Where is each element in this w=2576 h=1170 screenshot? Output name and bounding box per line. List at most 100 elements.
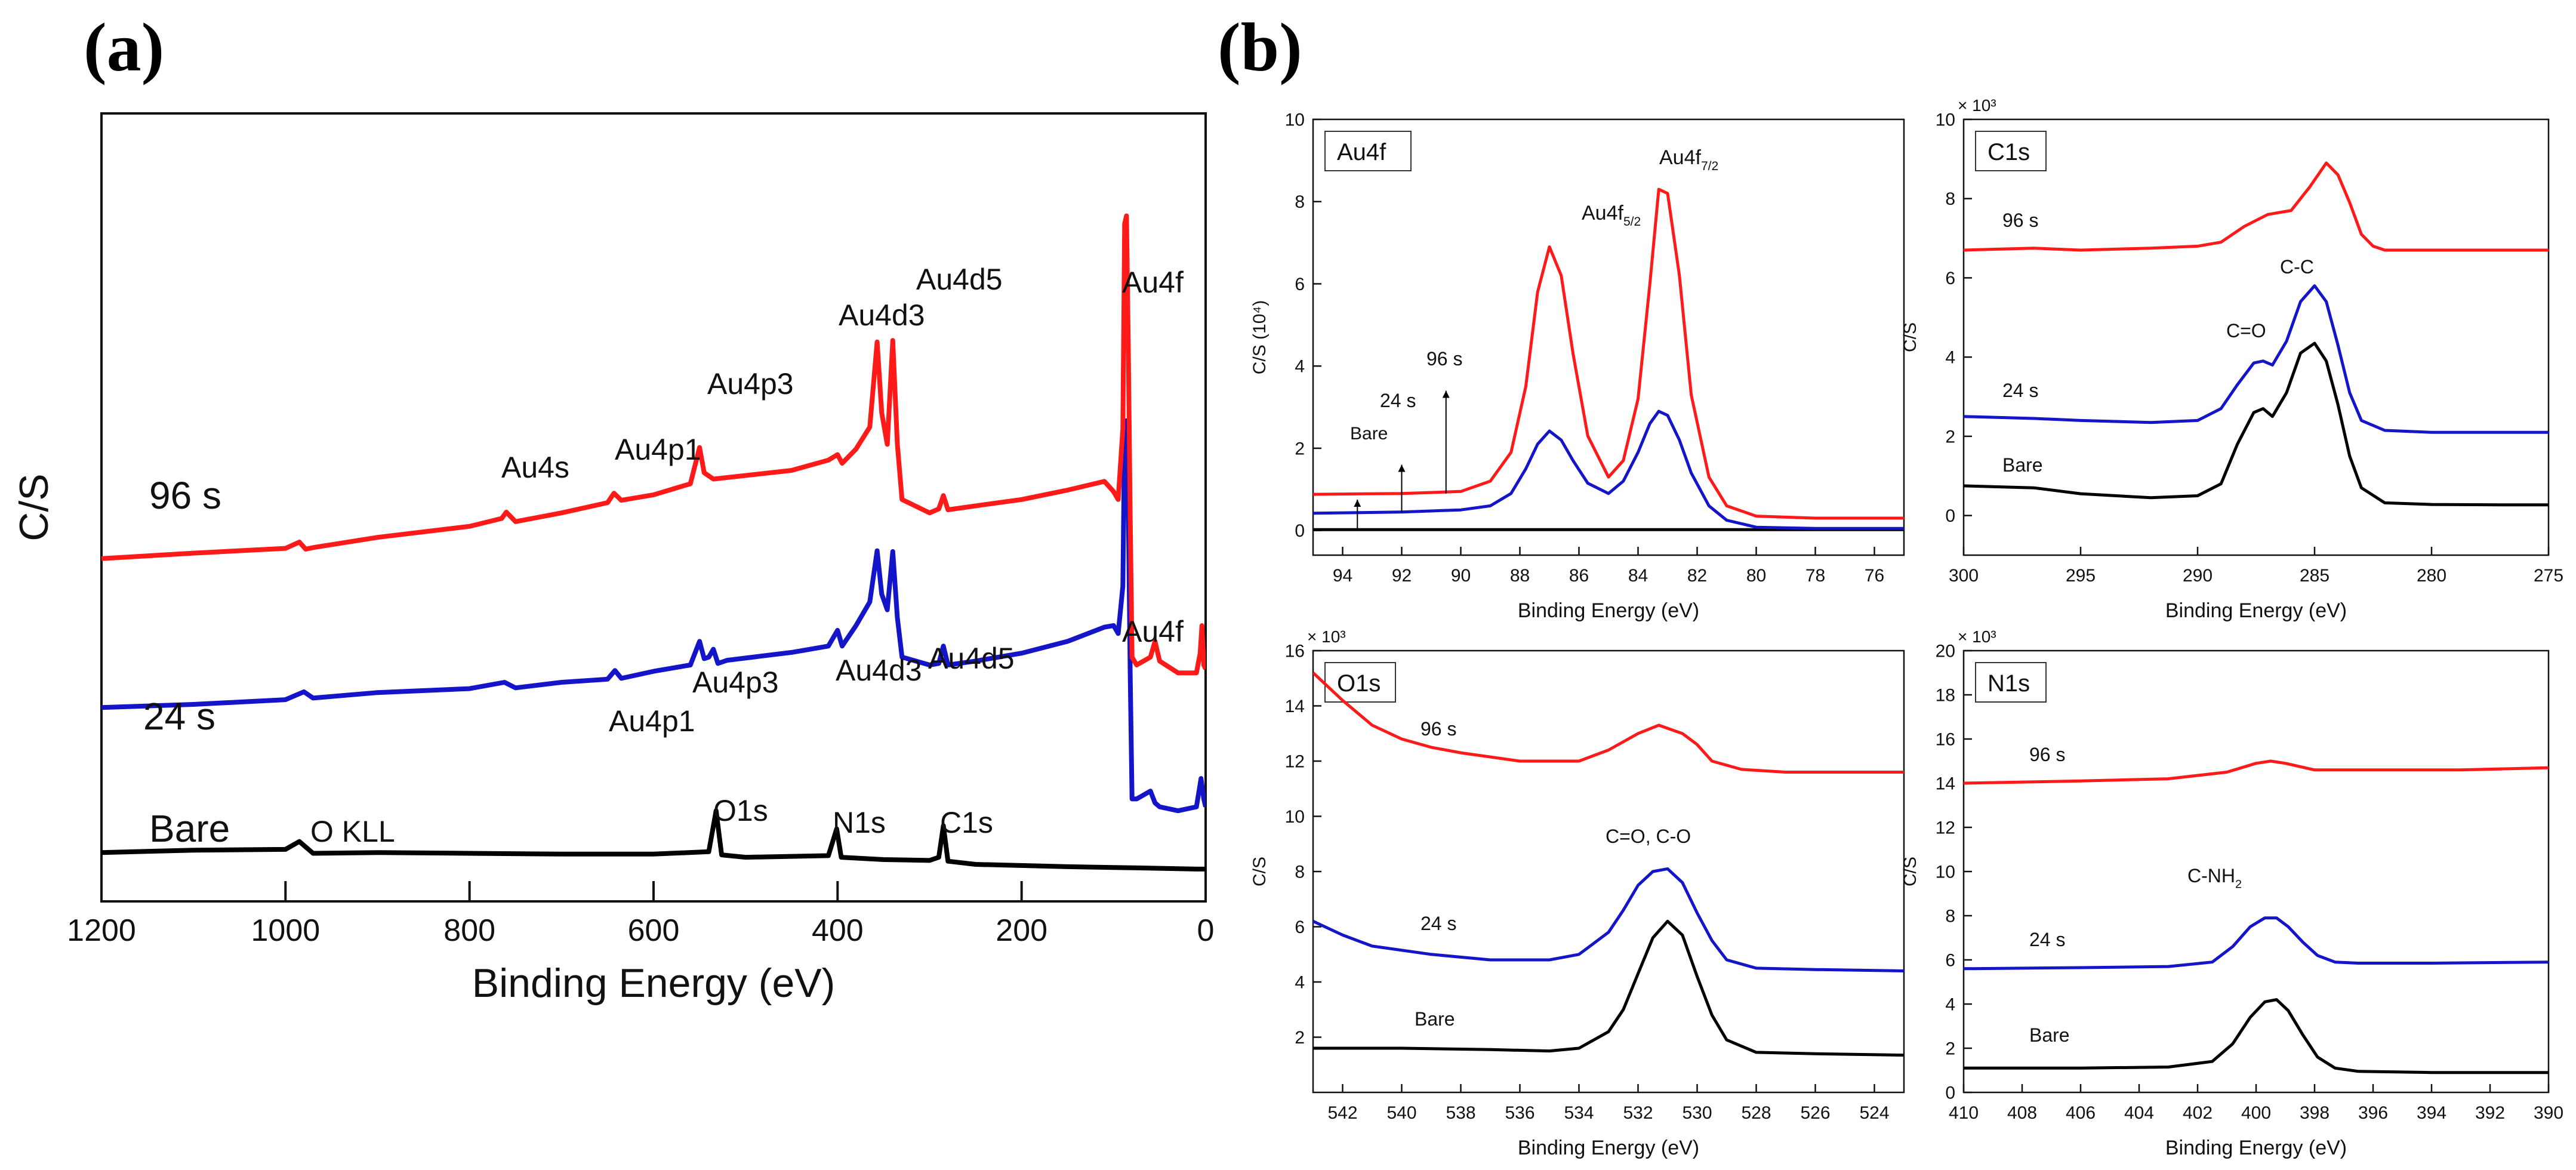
x-tick-label: 524 xyxy=(1859,1103,1889,1123)
chart-n1s: 410 408 406 404 402 400 398 396 394 392 390 0 2 4 6 8 10… xyxy=(1900,627,2563,1159)
x-tick-label: 290 xyxy=(2183,566,2213,586)
y-tick-label: 6 xyxy=(1295,275,1305,294)
annotation: Au4p3 xyxy=(692,666,779,699)
annotation: C1s xyxy=(940,806,993,839)
x-tick-label: 400 xyxy=(812,913,864,948)
chart-survey: 1200 1000 800 600 400 200 0 Binding Energy (eV)… xyxy=(11,112,1215,1006)
x-tick-label: 542 xyxy=(1327,1103,1357,1123)
x-tick-label: 410 xyxy=(1949,1103,1979,1123)
series-96-s xyxy=(1313,187,1904,520)
x-tick-label: 300 xyxy=(1949,566,1979,586)
panel-title: C1s xyxy=(1988,139,2030,165)
annotation: Au4f5/2 xyxy=(1582,202,1641,229)
x-axis-label: Binding Energy (eV) xyxy=(2165,1137,2347,1159)
y-tick-label: 18 xyxy=(1936,686,1955,706)
y-unit-label: × 10³ xyxy=(1958,96,1996,115)
x-tick-label: 540 xyxy=(1386,1103,1416,1123)
annotation: Au4f7/2 xyxy=(1659,146,1718,173)
x-tick-label: 400 xyxy=(2241,1103,2271,1123)
arrow-head xyxy=(1354,500,1361,507)
annotation: C-NH2 xyxy=(2187,865,2242,891)
y-tick-label: 0 xyxy=(1295,521,1305,541)
arrow-head xyxy=(1398,464,1406,472)
annotation: Au4s xyxy=(501,451,569,484)
plot-frame xyxy=(1312,649,1905,1094)
x-tick-label: 600 xyxy=(628,913,680,948)
y-tick-label: 12 xyxy=(1285,752,1305,772)
annotation: Au4d5 xyxy=(928,642,1015,675)
annotation: 24 s xyxy=(1380,390,1416,411)
x-tick-label: 295 xyxy=(2066,566,2096,586)
x-tick-label: 392 xyxy=(2475,1103,2505,1123)
y-tick-label: 8 xyxy=(1295,863,1305,882)
x-tick-label: 396 xyxy=(2358,1103,2388,1123)
x-tick-label: 0 xyxy=(1197,913,1215,948)
annotation: 24 s xyxy=(1421,913,1456,934)
annotation: O KLL xyxy=(310,815,395,848)
series-label: 24 s xyxy=(143,695,215,738)
y-tick-label: 14 xyxy=(1936,774,1955,794)
annotation: 96 s xyxy=(1421,718,1456,740)
x-tick-label: 84 xyxy=(1628,566,1648,586)
x-tick-label: 394 xyxy=(2417,1103,2446,1123)
title-frame xyxy=(1975,662,2047,703)
panel-title-box: O1s xyxy=(1324,662,1396,703)
y-tick-label: 0 xyxy=(1945,1083,1955,1103)
x-tick-label: 1000 xyxy=(251,913,320,948)
y-axis-label: C/S xyxy=(1250,857,1269,886)
annotation: Au4p3 xyxy=(707,367,794,401)
panel-title: Au4f xyxy=(1337,139,1386,165)
annotation: Bare xyxy=(1350,424,1388,444)
annotation: N1s xyxy=(833,806,886,839)
panel-b-label: (b) xyxy=(1218,10,1302,86)
y-tick-label: 6 xyxy=(1945,951,1955,971)
y-tick-label: 2 xyxy=(1295,1028,1305,1048)
annotation: C=O, C-O xyxy=(1606,826,1691,847)
x-tick-label: 532 xyxy=(1623,1103,1653,1123)
y-tick-label: 10 xyxy=(1936,863,1955,882)
x-tick-label: 404 xyxy=(2124,1103,2154,1123)
annotation: 24 s xyxy=(2029,929,2065,950)
plot-frame xyxy=(1962,118,2550,556)
x-tick-label: 275 xyxy=(2534,566,2563,586)
x-tick-label: 408 xyxy=(2007,1103,2037,1123)
annotation: Au4d3 xyxy=(839,298,925,332)
panel-title-box: N1s xyxy=(1975,662,2047,703)
x-tick-label: 80 xyxy=(1746,566,1766,586)
series-bare xyxy=(1964,998,2549,1074)
series-24-s xyxy=(1964,284,2549,434)
x-axis-label: Binding Energy (eV) xyxy=(1518,599,1699,622)
y-tick-label: 4 xyxy=(1945,348,1955,368)
y-axis-label: C/S xyxy=(11,473,57,541)
x-tick-label: 86 xyxy=(1569,566,1589,586)
x-tick-label: 536 xyxy=(1505,1103,1534,1123)
x-tick-label: 200 xyxy=(996,913,1047,948)
annotation: 24 s xyxy=(2002,380,2038,401)
y-tick-label: 2 xyxy=(1945,1039,1955,1059)
x-tick-label: 398 xyxy=(2300,1103,2330,1123)
annotation: 96 s xyxy=(2002,210,2038,231)
series-24-s xyxy=(101,418,1206,814)
y-tick-label: 10 xyxy=(1285,110,1305,130)
panel-a-label: (a) xyxy=(84,10,164,86)
y-tick-label: 10 xyxy=(1936,110,1955,130)
x-tick-label: 402 xyxy=(2183,1103,2213,1123)
series-24-s xyxy=(1964,916,2549,971)
series-24-s xyxy=(1313,410,1904,530)
y-tick-label: 20 xyxy=(1936,642,1955,661)
series-96-s xyxy=(1313,672,1904,774)
x-axis-label: Binding Energy (eV) xyxy=(2165,599,2347,622)
y-tick-label: 10 xyxy=(1285,807,1305,827)
annotation: Bare xyxy=(1415,1008,1455,1030)
x-tick-label: 534 xyxy=(1564,1103,1594,1123)
y-unit-label: × 10³ xyxy=(1958,627,1996,646)
panel-title: O1s xyxy=(1337,670,1381,697)
chart-c1s: 300 295 290 285 280 275 0 2 4 6 8 10 Binding Energy … xyxy=(1900,96,2563,622)
chart-au4f: 94 92 90 88 86 84 82 80 78 76 0 2 4 6 8 10 Binding Energ… xyxy=(1250,110,1905,622)
x-tick-label: 528 xyxy=(1741,1103,1771,1123)
y-tick-label: 4 xyxy=(1945,995,1955,1015)
x-tick-label: 280 xyxy=(2417,566,2446,586)
y-axis-label: C/S xyxy=(1900,322,1920,352)
annotation: Au4p1 xyxy=(615,433,701,466)
